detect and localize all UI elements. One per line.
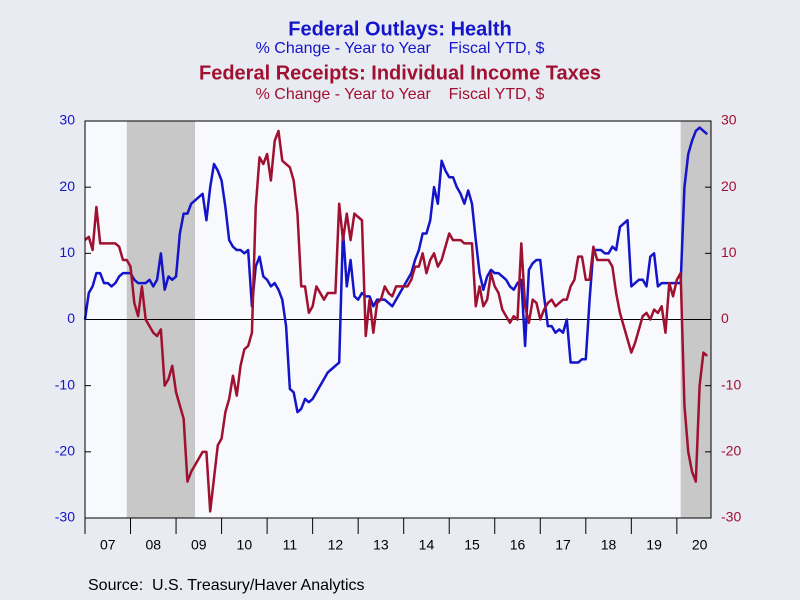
y-tick-label: -30 (55, 509, 75, 525)
y-tick-label: 20 (59, 178, 75, 194)
y2-tick-label: 30 (721, 112, 737, 128)
x-tick-label: 16 (510, 537, 526, 553)
y-tick-label: 30 (59, 112, 75, 128)
x-tick-label: 13 (373, 537, 389, 553)
x-tick-label: 12 (328, 537, 344, 553)
x-tick-label: 17 (555, 537, 571, 553)
x-tick-label: 18 (601, 537, 617, 553)
y2-tick-label: 20 (721, 178, 737, 194)
y2-tick-label: -30 (721, 509, 741, 525)
y2-tick-label: -20 (721, 443, 741, 459)
series-title: Federal Receipts: Individual Income Taxe… (199, 62, 601, 84)
series-units: % Change - Year to Year Fiscal YTD, $ (256, 40, 545, 57)
y2-tick-label: 10 (721, 244, 737, 260)
source: Source: U.S. Treasury/Haver Analytics (88, 577, 365, 594)
series-units: % Change - Year to Year Fiscal YTD, $ (256, 86, 545, 103)
x-tick-label: 09 (191, 537, 207, 553)
plot-frame (84, 120, 712, 519)
x-tick-label: 20 (692, 537, 708, 553)
x-tick-label: 08 (146, 537, 162, 553)
y-tick-label: 0 (67, 310, 75, 326)
series-line (84, 129, 709, 513)
series-line (83, 126, 709, 414)
y2-tick-label: 0 (721, 310, 729, 326)
series-title: Federal Outlays: Health (288, 18, 511, 40)
y-tick-label: -20 (55, 443, 75, 459)
y-tick-label: -10 (55, 376, 75, 392)
x-tick-label: 11 (283, 537, 298, 553)
x-tick-label: 07 (100, 537, 116, 553)
x-tick-label: 14 (419, 537, 435, 553)
x-tick-label: 15 (464, 537, 480, 553)
x-tick-label: 10 (237, 537, 253, 553)
y-tick-label: 10 (59, 244, 75, 260)
x-tick-label: 19 (646, 537, 662, 553)
y2-tick-label: -10 (721, 376, 741, 392)
